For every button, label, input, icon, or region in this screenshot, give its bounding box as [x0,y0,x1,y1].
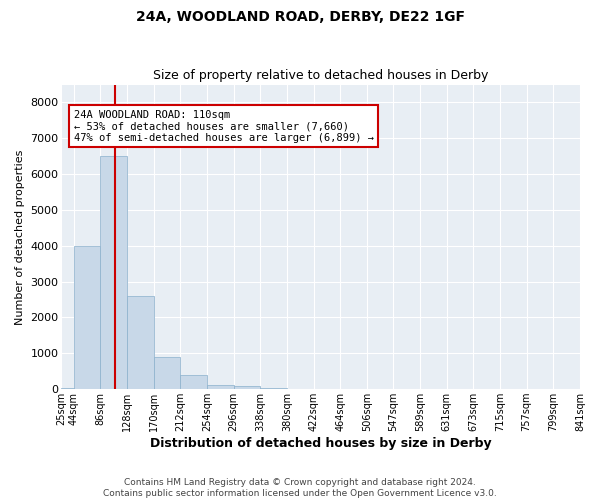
X-axis label: Distribution of detached houses by size in Derby: Distribution of detached houses by size … [150,437,491,450]
Y-axis label: Number of detached properties: Number of detached properties [15,149,25,324]
Bar [260,388,287,389]
Text: 24A, WOODLAND ROAD, DERBY, DE22 1GF: 24A, WOODLAND ROAD, DERBY, DE22 1GF [136,10,464,24]
Bar [207,385,233,389]
Bar [100,156,127,389]
Bar [61,388,74,389]
Text: 24A WOODLAND ROAD: 110sqm
← 53% of detached houses are smaller (7,660)
47% of se: 24A WOODLAND ROAD: 110sqm ← 53% of detac… [74,110,374,143]
Bar [233,386,260,389]
Text: Contains HM Land Registry data © Crown copyright and database right 2024.
Contai: Contains HM Land Registry data © Crown c… [103,478,497,498]
Bar [154,357,180,389]
Bar [287,388,314,389]
Title: Size of property relative to detached houses in Derby: Size of property relative to detached ho… [153,69,488,82]
Bar [180,375,207,389]
Bar [74,246,100,389]
Bar [127,296,154,389]
